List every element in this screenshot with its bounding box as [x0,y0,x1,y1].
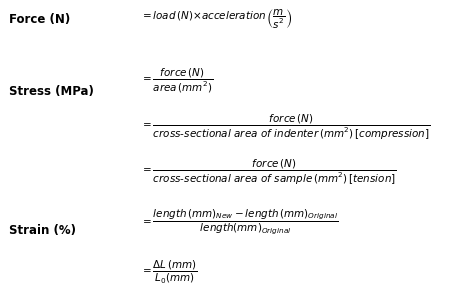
Text: Strain (%): Strain (%) [9,224,76,237]
Text: $= \dfrac{\mathit{force}\,(N)}{\mathit{area}\,(mm^2)}$: $= \dfrac{\mathit{force}\,(N)}{\mathit{a… [140,67,213,95]
Text: Stress (MPa): Stress (MPa) [9,85,94,98]
Text: $= \mathit{load}\,(N){\times}\mathit{acceleration}\,\left(\dfrac{m}{s^2}\right)$: $= \mathit{load}\,(N){\times}\mathit{acc… [140,8,292,31]
Text: $= \dfrac{\mathit{force}\,(N)}{\mathit{cross\text{-}sectional\ area\ of\ sample}: $= \dfrac{\mathit{force}\,(N)}{\mathit{c… [140,158,397,186]
Text: $= \dfrac{\mathit{length}\,(mm)_{\mathit{New}} - \mathit{length}\,(mm)_{\mathit{: $= \dfrac{\mathit{length}\,(mm)_{\mathit… [140,208,338,236]
Text: $= \dfrac{\Delta L\,(mm)}{L_0(mm)}$: $= \dfrac{\Delta L\,(mm)}{L_0(mm)}$ [140,258,198,285]
Text: Force (N): Force (N) [9,13,71,26]
Text: $= \dfrac{\mathit{force}\,(N)}{\mathit{cross\text{-}sectional\ area\ of\ indente: $= \dfrac{\mathit{force}\,(N)}{\mathit{c… [140,113,430,142]
